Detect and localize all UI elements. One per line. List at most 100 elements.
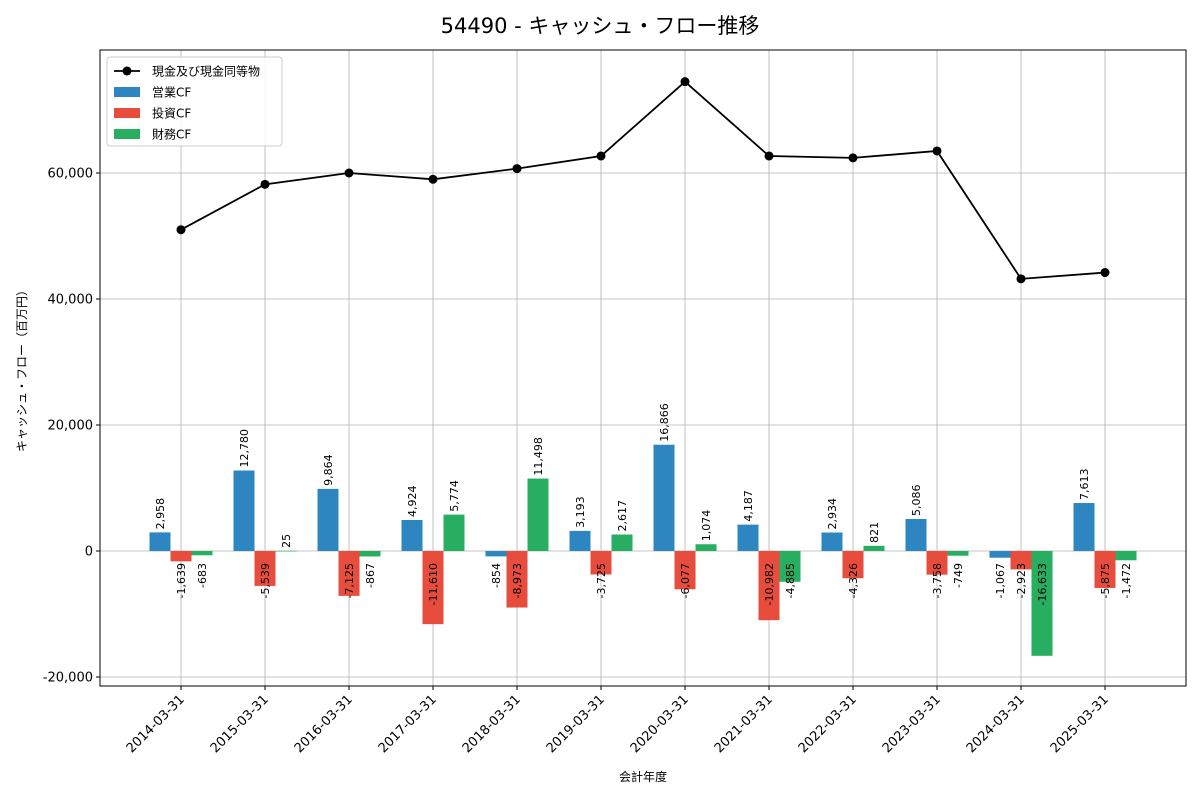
bar-value-label: 12,780 (238, 429, 251, 468)
legend-marker (122, 66, 132, 76)
bar-0-5 (569, 530, 591, 551)
bar-value-label: 4,924 (406, 485, 419, 517)
x-tick-label: 2025-03-31 (1048, 692, 1112, 756)
y-axis-label: キャッシュ・フロー（百万円） (15, 284, 29, 452)
legend-label: 営業CF (152, 86, 191, 100)
cash-point-0 (176, 225, 186, 235)
bar-value-label: -16,633 (1036, 563, 1049, 605)
x-tick-label: 2015-03-31 (208, 692, 272, 756)
bar-value-label: 16,866 (658, 403, 671, 442)
bar-2-4 (527, 478, 549, 551)
bar-value-label: -4,885 (784, 563, 797, 598)
x-tick-label: 2020-03-31 (628, 692, 692, 756)
bar-1-3 (422, 551, 444, 625)
cash-point-1 (260, 179, 270, 189)
cash-point-9 (932, 146, 942, 156)
bar-0-0 (149, 532, 171, 551)
chart-title: 54490 - キャッシュ・フロー推移 (441, 14, 760, 38)
bar-value-label: 2,958 (154, 498, 167, 530)
bar-value-label: -7,125 (343, 563, 356, 598)
bar-value-label: -3,725 (595, 563, 608, 598)
bar-2-5 (611, 534, 633, 551)
plot-frame (99, 49, 1187, 687)
bar-2-2 (359, 551, 381, 557)
bar-value-label: 1,074 (700, 510, 713, 542)
x-tick-label: 2023-03-31 (880, 692, 944, 756)
bar-2-3 (443, 514, 465, 551)
bar-value-label: -6,077 (679, 563, 692, 598)
cash-point-4 (512, 164, 522, 174)
bar-0-3 (401, 519, 423, 551)
bar-2-9 (947, 551, 969, 556)
bar-2-7 (779, 551, 801, 582)
bar-value-label: 11,498 (532, 437, 545, 476)
cash-line (180, 80, 1106, 280)
bar-value-label: -867 (364, 563, 377, 588)
bar-1-7 (758, 551, 780, 621)
bar-1-6 (674, 551, 696, 590)
bar-0-1 (233, 470, 255, 551)
y-tick-label: -20,000 (43, 671, 93, 686)
bar-value-label: -1,472 (1120, 563, 1133, 598)
x-tick-label: 2014-03-31 (124, 692, 188, 756)
x-tick-label: 2022-03-31 (796, 692, 860, 756)
bar-2-0 (191, 551, 213, 556)
bar-value-label: -854 (490, 563, 503, 588)
bar-0-4 (485, 551, 507, 557)
bar-value-label: -5,539 (259, 563, 272, 598)
bar-1-5 (590, 551, 612, 575)
bar-value-label: -1,639 (175, 563, 188, 598)
cash-point-3 (428, 174, 438, 184)
x-tick-label: 2021-03-31 (712, 692, 776, 756)
cash-point-10 (1016, 274, 1026, 284)
bar-1-10 (1010, 551, 1032, 570)
bar-1-4 (506, 551, 528, 608)
bar-0-2 (317, 488, 339, 551)
bar-value-label: 25 (280, 534, 293, 548)
x-tick-label: 2019-03-31 (544, 692, 608, 756)
y-tick-label: 60,000 (48, 167, 94, 182)
y-tick-label: 20,000 (48, 419, 94, 434)
x-axis: 2014-03-31 2015-03-31 2016-03-31 2017-03-31… (124, 686, 1112, 756)
bar-value-label: -4,326 (847, 563, 860, 598)
bar-0-9 (905, 518, 927, 551)
bar-2-8 (863, 545, 885, 551)
legend-label: 財務CF (152, 127, 191, 142)
bar-0-6 (653, 444, 675, 551)
legend-label: 現金及び現金同等物 (152, 64, 260, 79)
legend-swatch (114, 129, 140, 139)
bar-value-label: 821 (868, 522, 881, 543)
bar-1-0 (170, 551, 192, 562)
bar-value-label: -5,875 (1099, 563, 1112, 598)
bars-layer: 2,958 12,780 9,864 4,924 -854 3,193 16,866 4,18… (149, 403, 1137, 656)
x-axis-label: 会計年度 (619, 769, 667, 784)
bar-1-2 (338, 551, 360, 596)
bar-value-label: 5,086 (910, 484, 923, 516)
bar-value-label: 9,864 (322, 454, 335, 486)
x-tick-label: 2018-03-31 (460, 692, 524, 756)
bar-2-10 (1031, 551, 1053, 656)
bar-value-label: -3,758 (931, 563, 944, 598)
line-layer (176, 77, 1110, 284)
y-tick-label: 40,000 (48, 293, 94, 308)
x-tick-label: 2024-03-31 (964, 692, 1028, 756)
legend-swatch (114, 87, 140, 97)
bar-1-9 (926, 551, 948, 575)
legend-swatch (114, 108, 140, 118)
bar-value-label: 5,774 (448, 480, 461, 512)
bar-value-label: 4,187 (742, 490, 755, 522)
bar-2-6 (695, 544, 717, 551)
bar-0-7 (737, 524, 759, 551)
cash-point-2 (344, 168, 354, 178)
bar-1-11 (1094, 551, 1116, 589)
x-tick-label: 2016-03-31 (292, 692, 356, 756)
y-axis: -20,000 0 20,000 40,000 60,000 (43, 167, 100, 686)
bar-1-8 (842, 551, 864, 579)
bar-1-1 (254, 551, 276, 586)
cash-point-7 (764, 151, 774, 161)
legend-box (106, 56, 283, 147)
bar-value-label: -683 (196, 563, 209, 588)
bar-value-label: -2,923 (1015, 563, 1028, 598)
